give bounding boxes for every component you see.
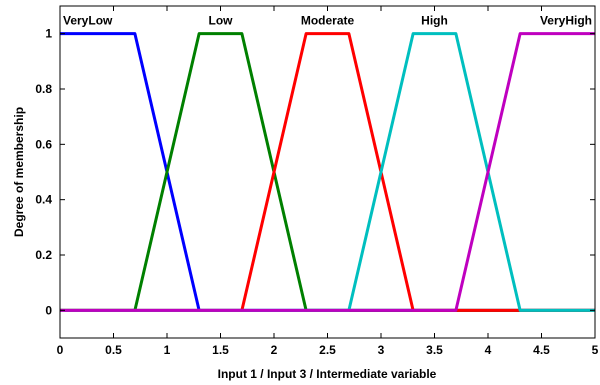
series-line-veryhigh xyxy=(60,32,595,312)
series-label-low: Low xyxy=(209,14,234,28)
x-tick-label: 3 xyxy=(378,343,385,357)
x-tick-label: 4.5 xyxy=(533,343,550,357)
y-tick-label: 0 xyxy=(45,303,52,317)
x-tick-label: 0 xyxy=(57,343,64,357)
x-tick-label: 1.5 xyxy=(212,343,229,357)
y-axis-label: Degree of membership xyxy=(12,107,26,237)
x-tick-label: 4 xyxy=(485,343,492,357)
x-tick-label: 0.5 xyxy=(105,343,122,357)
y-tick-label: 0.2 xyxy=(35,248,52,262)
x-tick-label: 2 xyxy=(271,343,278,357)
series-label-verylow: VeryLow xyxy=(63,14,113,28)
x-tick-label: 5 xyxy=(592,343,599,357)
y-tick-label: 0.4 xyxy=(35,193,52,207)
x-tick-label: 3.5 xyxy=(426,343,443,357)
ticks-layer: 0 0.5 1 1.5 2 2.5 3 3.5 4 4.5 5 0 0.2 0.4 0.6 0.8 1 xyxy=(35,6,599,357)
x-axis-label: Input 1 / Input 3 / Intermediate variabl… xyxy=(218,367,437,381)
plot-area xyxy=(60,6,595,338)
series-labels: VeryLow Low Moderate High VeryHigh xyxy=(63,14,592,28)
x-tick-label: 1 xyxy=(164,343,171,357)
y-tick-label: 0.6 xyxy=(35,137,52,151)
series-label-moderate: Moderate xyxy=(301,14,355,28)
series-label-high: High xyxy=(421,14,448,28)
series-label-veryhigh: VeryHigh xyxy=(540,14,592,28)
series-layer xyxy=(60,32,595,312)
x-tick-label: 2.5 xyxy=(319,343,336,357)
y-tick-label: 0.8 xyxy=(35,82,52,96)
y-tick-label: 1 xyxy=(45,27,52,41)
